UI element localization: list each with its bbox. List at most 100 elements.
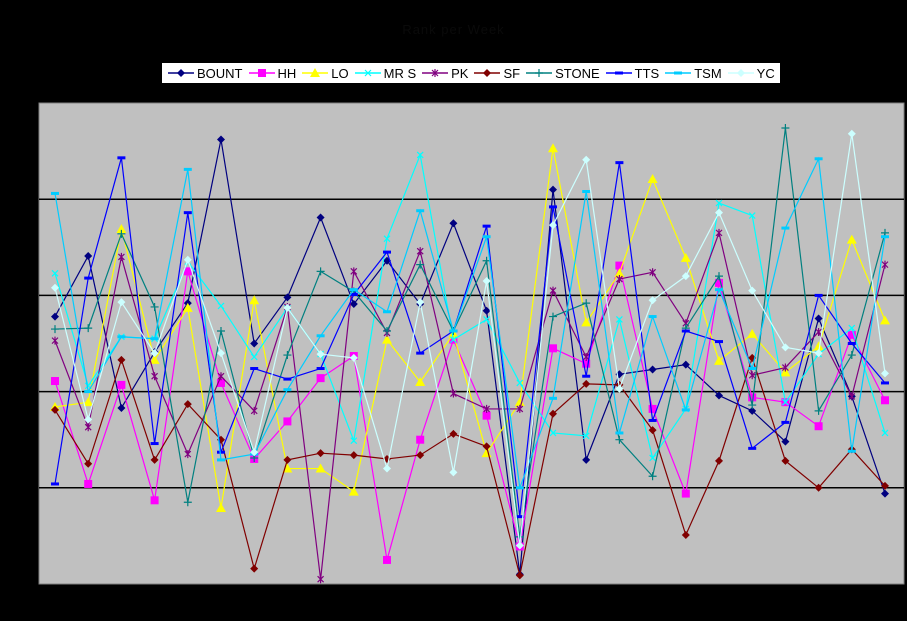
data-point-marker [614, 268, 625, 278]
legend-item-bount: BOUNT [168, 66, 243, 81]
data-point-marker [216, 503, 226, 513]
legend-item-pk: PK [422, 66, 468, 81]
data-point-marker [648, 315, 657, 319]
data-point-marker [648, 472, 657, 481]
data-point-marker [515, 515, 524, 519]
data-point-marker [482, 276, 491, 285]
data-point-marker [681, 329, 690, 333]
data-point-marker [117, 403, 126, 412]
data-point-marker [881, 260, 889, 269]
data-point-marker [781, 456, 790, 465]
diamond-marker-icon [727, 69, 754, 77]
data-point-marker [582, 359, 591, 368]
data-point-marker [582, 379, 591, 388]
data-point-marker [51, 191, 59, 195]
data-point-marker [615, 435, 624, 444]
data-point-marker [715, 208, 723, 217]
legend-item-hh: HH [248, 65, 297, 81]
legend-item-mr-s: MR S [354, 66, 416, 81]
legend-label: STONE [555, 65, 600, 81]
data-point-marker [582, 190, 591, 194]
data-point-marker [715, 199, 723, 207]
data-point-marker [449, 389, 457, 398]
data-point-marker [183, 167, 192, 171]
data-point-marker [449, 336, 457, 344]
data-point-marker [316, 367, 325, 371]
data-point-marker [582, 432, 590, 440]
data-point-marker [350, 267, 358, 276]
legend-label: TTS [634, 65, 660, 81]
data-point-marker [84, 390, 93, 394]
data-point-marker [84, 251, 93, 260]
data-point-marker [680, 252, 691, 262]
data-point-marker [150, 349, 159, 358]
data-point-marker [217, 326, 225, 335]
legend: BOUNT HH LO MR S PK SF STONE TTS TSM YC [161, 62, 781, 84]
data-point-marker [648, 418, 657, 422]
chart-title: Rank per Week [402, 22, 505, 37]
data-point-marker [781, 420, 790, 424]
data-point-marker [715, 391, 723, 400]
data-point-marker [582, 455, 591, 464]
data-point-marker [748, 286, 757, 295]
data-point-marker [150, 496, 159, 505]
data-point-marker [815, 327, 823, 336]
data-point-marker [116, 224, 127, 234]
legend-label: PK [451, 65, 469, 81]
data-point-marker [781, 226, 790, 230]
data-point-marker [217, 458, 225, 462]
data-point-marker [382, 334, 392, 344]
data-point-marker [150, 442, 159, 446]
data-point-marker [51, 283, 59, 292]
data-point-marker [549, 396, 557, 400]
data-point-marker [615, 384, 624, 393]
data-point-marker [515, 571, 524, 580]
data-point-marker [349, 292, 358, 296]
data-point-marker [748, 406, 757, 415]
data-point-marker [781, 124, 790, 133]
legend-label: HH [277, 65, 297, 81]
data-point-marker [315, 463, 326, 473]
x-marker-icon [354, 69, 381, 77]
legend-item-yc: YC [727, 66, 775, 81]
data-point-marker [117, 355, 126, 364]
legend-item-tts: TTS [605, 65, 660, 81]
data-point-marker [51, 377, 59, 386]
data-point-marker [715, 456, 723, 465]
data-point-marker [847, 330, 856, 339]
legend-label: TSM [694, 65, 722, 81]
data-point-marker [846, 234, 857, 244]
data-point-marker [847, 351, 856, 360]
data-point-marker [84, 479, 93, 488]
data-point-marker [881, 235, 889, 239]
data-point-marker [615, 161, 624, 165]
data-point-marker [383, 235, 391, 243]
data-point-marker [83, 397, 94, 407]
data-point-marker [615, 261, 624, 270]
data-point-marker [383, 326, 391, 335]
diamond-marker-icon [474, 69, 501, 77]
data-point-marker [383, 464, 391, 473]
data-point-marker [483, 316, 491, 323]
data-point-marker [881, 481, 889, 490]
data-point-marker [149, 354, 160, 364]
data-point-marker [250, 564, 259, 573]
data-point-marker [117, 335, 126, 339]
data-point-marker [715, 278, 723, 287]
data-point-marker [51, 269, 59, 277]
data-point-marker [316, 213, 325, 222]
data-point-marker [150, 337, 159, 341]
data-point-marker [781, 363, 789, 372]
data-point-marker [748, 371, 756, 380]
data-point-marker [515, 532, 524, 541]
legend-label: BOUNT [197, 65, 243, 81]
data-point-marker [715, 272, 723, 281]
data-point-marker [516, 379, 524, 387]
data-point-marker [881, 429, 889, 437]
data-point-marker [648, 426, 657, 435]
data-point-marker [748, 367, 757, 371]
data-point-marker [881, 396, 889, 405]
data-point-marker [748, 393, 757, 402]
data-point-marker [549, 286, 557, 295]
data-point-marker [383, 250, 391, 254]
